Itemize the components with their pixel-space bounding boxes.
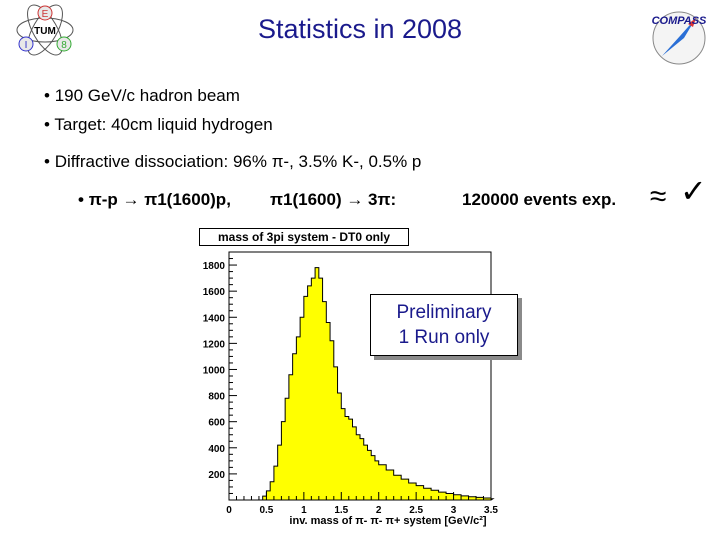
x-axis-label: inv. mass of π- π- π+ system [GeV/c²] bbox=[289, 515, 486, 527]
y-tick-label: 1400 bbox=[203, 313, 226, 324]
y-tick-label: 800 bbox=[208, 392, 225, 403]
x-tick-label: 2 bbox=[376, 505, 382, 516]
decay-text: π1(1600) → 3π: bbox=[270, 190, 397, 209]
bullet-marker: • bbox=[44, 86, 50, 105]
y-tick-label: 1200 bbox=[203, 339, 226, 350]
x-tick-label: 3.5 bbox=[484, 505, 498, 516]
checkmark-icon: ✓ bbox=[680, 173, 707, 209]
x-tick-label: 0.5 bbox=[259, 505, 273, 516]
preliminary-box: Preliminary 1 Run only bbox=[370, 294, 518, 356]
x-tick-label: 0 bbox=[226, 505, 232, 516]
bullet-beam: • 190 GeV/c hadron beam bbox=[44, 86, 240, 106]
logo-ball-i bbox=[18, 36, 34, 52]
logo-tum-box bbox=[35, 24, 55, 36]
compass-wordmark: COMPASS bbox=[652, 15, 707, 27]
logo-letter-tum: TUM bbox=[34, 26, 56, 37]
bullet-marker: • bbox=[44, 115, 50, 134]
x-tick-label: 2.5 bbox=[409, 505, 423, 516]
x-tick-label: 1.5 bbox=[334, 505, 348, 516]
logo-letter-8: 8 bbox=[61, 40, 67, 51]
x-tick-label: 3 bbox=[451, 505, 457, 516]
bullet-marker: • bbox=[44, 152, 50, 171]
compass-logo: COMPASS bbox=[652, 11, 707, 65]
orbit-ring bbox=[27, 4, 63, 56]
bullet-target: • Target: 40cm liquid hydrogen bbox=[44, 115, 273, 135]
bullet-text: Diffractive dissociation: 96% π-, 3.5% K… bbox=[54, 152, 422, 171]
orbit-ring bbox=[27, 4, 63, 56]
logo-letter-e: E bbox=[42, 9, 49, 20]
preliminary-label: Preliminary bbox=[396, 302, 492, 323]
events-text: 120000 events exp. bbox=[462, 190, 617, 209]
histogram-series bbox=[258, 267, 495, 501]
mass-histogram: 200 400 600 800 1000 1200 1400 1600 1800 0 0.5 1 1.5… bbox=[203, 251, 498, 527]
logo-letter-i: I bbox=[25, 40, 28, 51]
bullet-text: 190 GeV/c hadron beam bbox=[54, 86, 240, 105]
slide-title: Statistics in 2008 bbox=[257, 14, 463, 44]
plot-title: mass of 3pi system - DT0 only bbox=[199, 228, 409, 246]
sub-bullet-reaction: • π-p → π1(1600)p, bbox=[78, 190, 231, 210]
logo-ball-e bbox=[37, 5, 53, 21]
approx-symbol: ≈ bbox=[650, 180, 667, 213]
y-tick-label: 1000 bbox=[203, 365, 226, 376]
tum-logo: E TUM I 8 bbox=[16, 4, 74, 56]
run-label: 1 Run only bbox=[398, 327, 490, 348]
y-tick-label: 1800 bbox=[203, 261, 226, 272]
bullet-marker: • bbox=[78, 190, 84, 209]
y-tick-label: 200 bbox=[208, 470, 225, 481]
reaction-text: π-p → π1(1600)p, bbox=[88, 190, 231, 209]
bullet-diffractive: • Diffractive dissociation: 96% π-, 3.5%… bbox=[44, 152, 421, 172]
y-tick-label: 600 bbox=[208, 418, 225, 429]
bullet-text: Target: 40cm liquid hydrogen bbox=[54, 115, 273, 134]
y-tick-label: 400 bbox=[208, 444, 225, 455]
logo-ball-8 bbox=[56, 36, 72, 52]
compass-needle-tip bbox=[688, 18, 696, 27]
x-tick-label: 1 bbox=[301, 505, 307, 516]
y-tick-label: 1600 bbox=[203, 287, 226, 298]
